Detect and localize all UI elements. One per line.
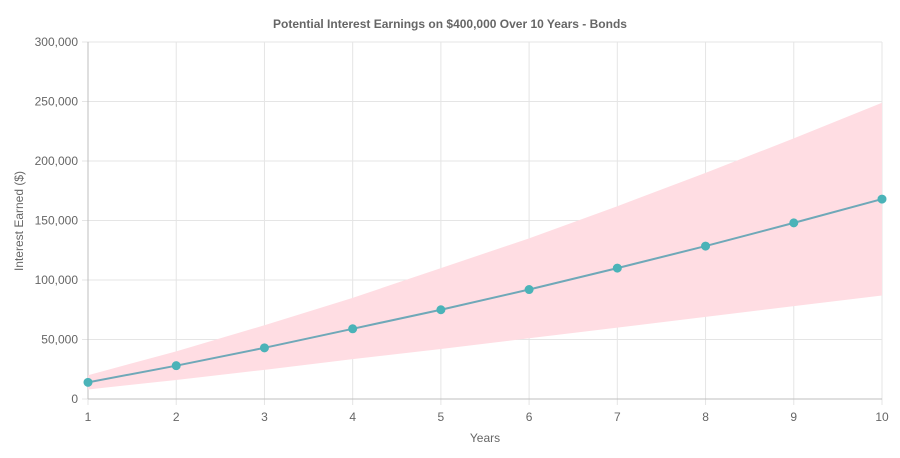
y-tick-label: 150,000	[35, 214, 79, 228]
data-point-7[interactable]	[612, 263, 622, 273]
x-tick-label: 6	[526, 410, 533, 424]
x-tick-label: 3	[261, 410, 268, 424]
x-tick-label: 4	[349, 410, 356, 424]
x-tick-label: 2	[173, 410, 180, 424]
x-axis-title: Years	[470, 431, 500, 445]
data-point-5[interactable]	[436, 305, 446, 315]
range-band-layer	[88, 102, 882, 390]
data-point-8[interactable]	[701, 241, 711, 251]
data-point-1[interactable]	[83, 377, 93, 387]
series-line-layer	[87, 198, 883, 384]
x-tick-label: 5	[438, 410, 445, 424]
data-point-6[interactable]	[524, 285, 534, 295]
x-tick-label: 1	[85, 410, 92, 424]
series-line-0	[87, 198, 883, 384]
y-tick-label: 50,000	[41, 333, 78, 347]
x-tick-label: 9	[790, 410, 797, 424]
data-point-10[interactable]	[877, 194, 887, 204]
x-tick-label: 7	[614, 410, 621, 424]
range-band	[88, 102, 882, 390]
data-point-2[interactable]	[171, 361, 181, 371]
y-tick-label: 200,000	[35, 154, 79, 168]
y-tick-label: 250,000	[35, 95, 79, 109]
x-tick-label: 8	[702, 410, 709, 424]
y-tick-label: 300,000	[35, 35, 79, 49]
y-axis-tick-labels: 0 50,000 100,000 150,000 200,000 250,000 300,0…	[35, 35, 79, 406]
y-tick-label: 0	[71, 392, 78, 406]
y-axis-title: Interest Earned ($)	[12, 171, 26, 271]
data-point-3[interactable]	[259, 343, 269, 353]
chart-title: Potential Interest Earnings on $400,000 …	[273, 17, 627, 31]
data-point-9[interactable]	[789, 218, 799, 228]
data-point-4[interactable]	[348, 324, 358, 334]
x-axis-tick-labels: 1 2 3 4 5 6 7 8 9 10	[85, 410, 889, 424]
data-points-layer	[83, 194, 887, 387]
x-tick-label: 10	[875, 410, 889, 424]
y-tick-label: 100,000	[35, 273, 79, 287]
